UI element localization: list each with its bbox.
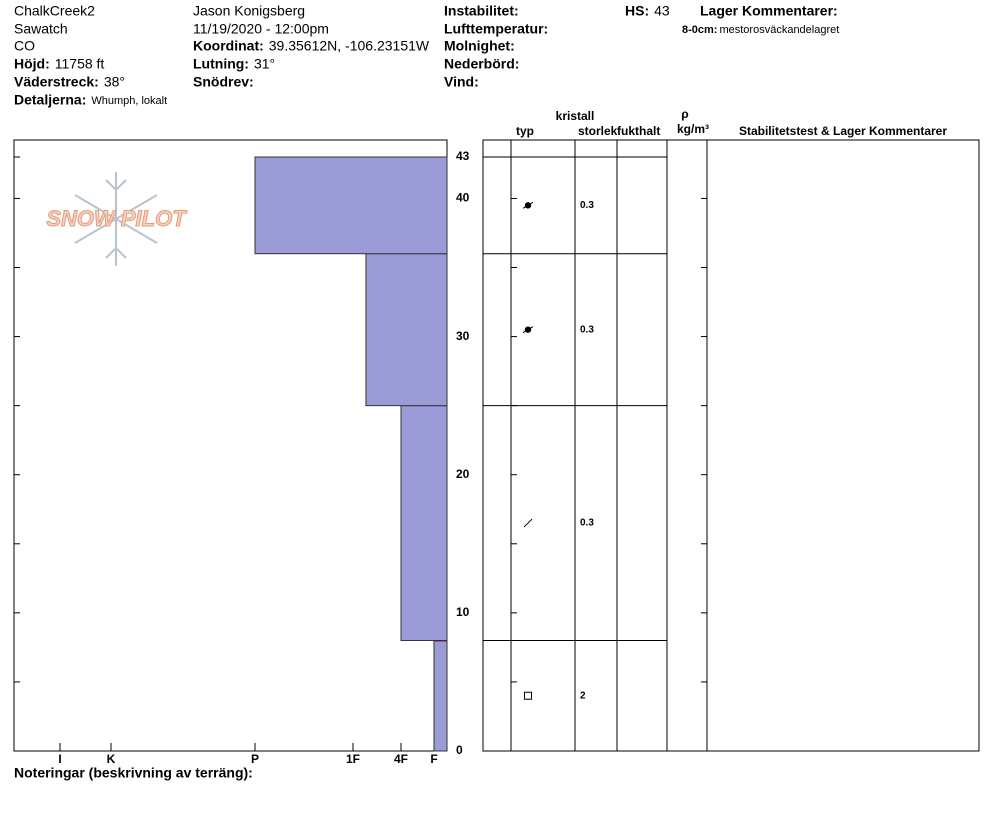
site-line: ChalkCreek2	[14, 3, 95, 19]
field-label: HS:	[625, 3, 649, 19]
field-value: 39.35612N, -106.23151W	[269, 38, 430, 54]
x-tick-label: P	[251, 752, 259, 766]
col-header: storlek	[578, 124, 618, 138]
y-tick-label: 10	[456, 605, 470, 619]
field-label: Väderstreck:	[14, 74, 99, 90]
x-tick-label: I	[58, 752, 61, 766]
grain-symbol	[522, 201, 534, 209]
field-label: Snödrev:	[193, 74, 254, 90]
logo-flake	[74, 172, 158, 266]
col-header: fukthalt	[617, 124, 660, 138]
col-header: typ	[516, 124, 534, 138]
layer-comments-title: Lager Kommentarer:	[700, 3, 838, 19]
y-tick-label: 43	[456, 149, 470, 163]
layer-bar	[254, 156, 448, 255]
y-tick-label: 20	[456, 467, 470, 481]
site-line: Sawatch	[14, 21, 68, 37]
field-value: 11758 ft	[55, 56, 105, 72]
layer-bar	[365, 253, 448, 407]
y-tick-label: 40	[456, 191, 470, 205]
field-value: 31°	[254, 56, 275, 72]
site-line: CO	[14, 38, 35, 54]
logo-text: SNOW PILOT	[46, 206, 187, 231]
field-value: Whumph, lokalt	[91, 95, 167, 107]
field-label: Molnighet:	[444, 38, 515, 54]
col-header: ρ	[681, 107, 688, 121]
y-tick-label: 30	[456, 329, 470, 343]
comment-range: 8-0cm:	[682, 24, 717, 36]
field-value: 43	[654, 3, 670, 19]
field-label: Lutning:	[193, 56, 249, 72]
grain-size: 0.3	[580, 200, 594, 211]
comment-text: mestorosväckandelagret	[719, 24, 839, 36]
field-label: Instabilitet:	[444, 3, 519, 19]
x-tick-label: K	[107, 752, 116, 766]
table-frame	[482, 139, 980, 752]
table-columns	[510, 140, 708, 751]
field-label: Nederbörd:	[444, 56, 519, 72]
x-tick-label: F	[430, 752, 437, 766]
grain-size: 0.3	[580, 324, 594, 335]
y-tick-label: 0	[456, 743, 463, 757]
x-tick-label: 4F	[394, 752, 408, 766]
field-label: Höjd:	[14, 56, 50, 72]
col-header: kg/m³	[677, 122, 709, 136]
field-label: Lufttemperatur:	[444, 21, 548, 37]
field-label: Vind:	[444, 74, 479, 90]
field-label: Detaljerna:	[14, 92, 86, 108]
col-header: kristall	[556, 109, 595, 123]
grain-symbol	[524, 691, 532, 700]
grain-symbol	[522, 326, 534, 334]
grain-size: 2	[580, 690, 586, 701]
x-tick-label: 1F	[346, 752, 360, 766]
observer-line: 11/19/2020 - 12:00pm	[193, 21, 329, 37]
notes-label: Noteringar (beskrivning av terräng):	[14, 765, 253, 781]
layer-bar	[400, 405, 448, 641]
layer-bar	[433, 639, 448, 752]
col-header: Stabilitetstest & Lager Kommentarer	[739, 124, 947, 138]
grain-size: 0.3	[580, 518, 594, 529]
observer-line: Jason Konigsberg	[193, 3, 305, 19]
field-label: Koordinat:	[193, 38, 264, 54]
grain-symbol	[523, 518, 533, 528]
field-value: 38°	[104, 74, 125, 90]
